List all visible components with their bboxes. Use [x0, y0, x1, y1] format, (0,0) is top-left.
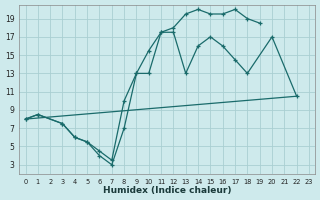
X-axis label: Humidex (Indice chaleur): Humidex (Indice chaleur) — [103, 186, 231, 195]
